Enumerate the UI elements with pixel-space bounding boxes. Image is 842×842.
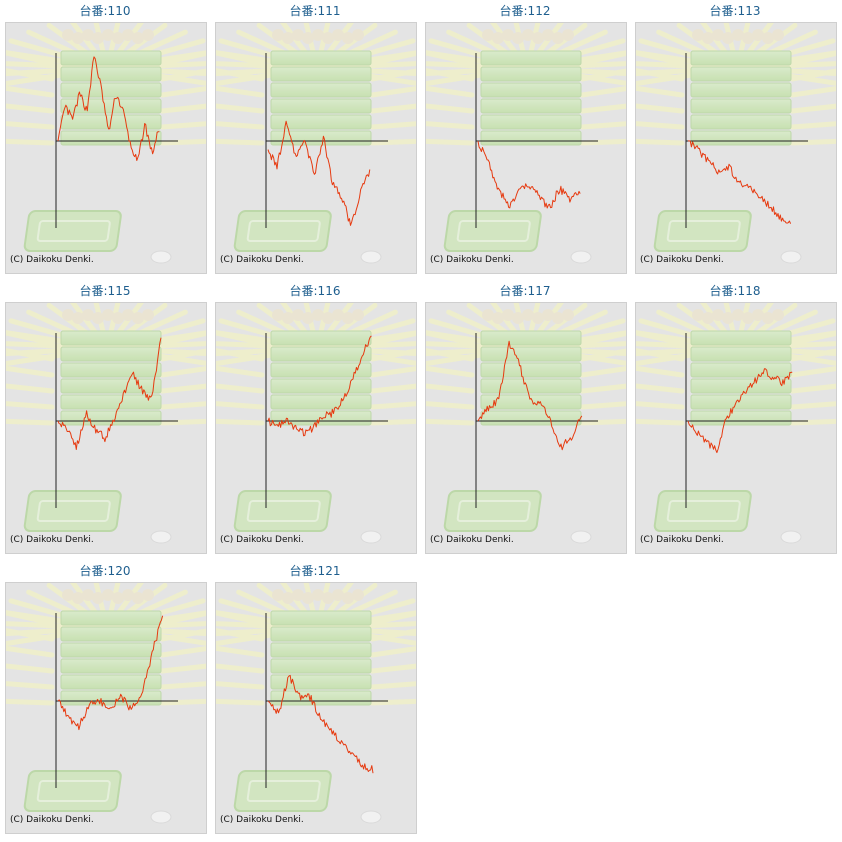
chart-panel: 台番:120 (C) Daikoku Denki. (3, 560, 207, 834)
chart-area: (C) Daikoku Denki. (215, 302, 417, 554)
copyright-text: (C) Daikoku Denki. (430, 255, 514, 265)
decorative-background (6, 303, 206, 544)
decorative-background (6, 583, 206, 824)
line-chart (636, 303, 836, 544)
copyright-text: (C) Daikoku Denki. (220, 815, 304, 825)
chart-area: (C) Daikoku Denki. (215, 22, 417, 274)
copyright-text: (C) Daikoku Denki. (10, 535, 94, 545)
chart-title[interactable]: 台番:116 (289, 284, 341, 298)
series-line (687, 140, 792, 224)
copyright-text: (C) Daikoku Denki. (640, 535, 724, 545)
chart-panel: 台番:112 (C) Daikoku Denki. (423, 0, 627, 274)
chart-panel: 台番:113 (C) Daikoku Denki. (633, 0, 837, 274)
copyright-text: (C) Daikoku Denki. (220, 535, 304, 545)
decorative-background (636, 23, 836, 264)
chart-panel: 台番:111 (C) Daikoku Denki. (213, 0, 417, 274)
chart-title[interactable]: 台番:118 (709, 284, 761, 298)
line-chart (6, 583, 206, 824)
chart-area: (C) Daikoku Denki. (425, 22, 627, 274)
decorative-background (426, 23, 626, 264)
copyright-text: (C) Daikoku Denki. (10, 815, 94, 825)
series-line (267, 674, 374, 774)
decorative-background (636, 303, 836, 544)
decorative-background (6, 23, 206, 264)
chart-area: (C) Daikoku Denki. (215, 582, 417, 834)
copyright-text: (C) Daikoku Denki. (640, 255, 724, 265)
series-line (477, 340, 583, 451)
chart-title[interactable]: 台番:111 (289, 4, 341, 18)
series-line (267, 120, 371, 226)
series-line (57, 337, 162, 450)
copyright-text: (C) Daikoku Denki. (430, 535, 514, 545)
series-line (687, 368, 793, 454)
line-chart (426, 303, 626, 544)
copyright-text: (C) Daikoku Denki. (220, 255, 304, 265)
decorative-background (216, 303, 416, 544)
chart-panel: 台番:116 (C) Daikoku Denki. (213, 280, 417, 554)
chart-panel: 台番:121 (C) Daikoku Denki. (213, 560, 417, 834)
chart-panel: 台番:110 (C) Daikoku Denki. (3, 0, 207, 274)
series-line (57, 615, 164, 731)
chart-title[interactable]: 台番:117 (499, 284, 551, 298)
line-chart (216, 23, 416, 264)
decorative-background (216, 583, 416, 824)
chart-panel: 台番:115 (C) Daikoku Denki. (3, 280, 207, 554)
chart-area: (C) Daikoku Denki. (5, 582, 207, 834)
chart-title[interactable]: 台番:115 (79, 284, 131, 298)
line-chart (636, 23, 836, 264)
line-chart (426, 23, 626, 264)
series-line (477, 140, 581, 209)
chart-area: (C) Daikoku Denki. (425, 302, 627, 554)
line-chart (6, 303, 206, 544)
chart-title[interactable]: 台番:112 (499, 4, 551, 18)
line-chart (6, 23, 206, 264)
line-chart (216, 303, 416, 544)
chart-title[interactable]: 台番:110 (79, 4, 131, 18)
chart-panel: 台番:118 (C) Daikoku Denki. (633, 280, 837, 554)
copyright-text: (C) Daikoku Denki. (10, 255, 94, 265)
chart-title[interactable]: 台番:113 (709, 4, 761, 18)
decorative-background (216, 23, 416, 264)
line-chart (216, 583, 416, 824)
chart-area: (C) Daikoku Denki. (635, 302, 837, 554)
chart-area: (C) Daikoku Denki. (635, 22, 837, 274)
series-line (57, 56, 160, 161)
decorative-background (426, 303, 626, 544)
chart-title[interactable]: 台番:120 (79, 564, 131, 578)
chart-panel: 台番:117 (C) Daikoku Denki. (423, 280, 627, 554)
chart-area: (C) Daikoku Denki. (5, 22, 207, 274)
chart-title[interactable]: 台番:121 (289, 564, 341, 578)
chart-area: (C) Daikoku Denki. (5, 302, 207, 554)
series-line (267, 335, 372, 437)
